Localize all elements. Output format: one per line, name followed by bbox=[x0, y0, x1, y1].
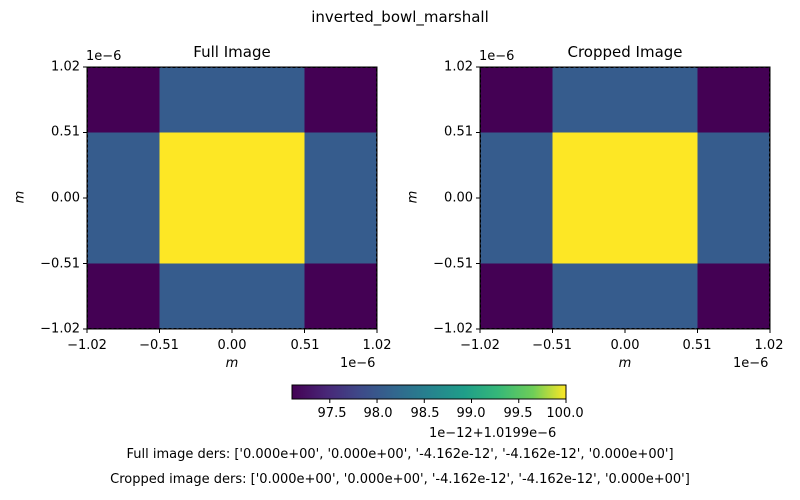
full-image-xtick: 1.02 bbox=[362, 338, 392, 353]
cropped-image-xtick: 0.00 bbox=[610, 338, 640, 353]
full-image-xtick: −1.02 bbox=[67, 338, 107, 353]
heatmap-cell bbox=[304, 263, 377, 329]
colorbar-offset: 1e−12+1.0199e−6 bbox=[429, 426, 557, 441]
cropped-image-title: Cropped Image bbox=[567, 43, 683, 61]
heatmap-cell bbox=[304, 67, 377, 133]
heatmap-cell bbox=[159, 263, 305, 329]
full-image-ytick: 1.02 bbox=[51, 59, 80, 75]
heatmap-cell bbox=[480, 67, 553, 133]
cropped-image-ytick: −1.02 bbox=[433, 321, 473, 337]
colorbar-tick: 100.0 bbox=[546, 406, 584, 421]
heatmap-cell bbox=[697, 132, 770, 264]
full-image-ytick: 0.51 bbox=[51, 124, 80, 140]
colorbar-tick: 98.0 bbox=[363, 406, 393, 421]
colorbar-gradient bbox=[291, 384, 567, 400]
heatmap-cell bbox=[552, 263, 698, 329]
colorbar-tick: 97.5 bbox=[317, 406, 347, 421]
full-image-title: Full Image bbox=[193, 43, 271, 61]
full-image-y-offset: 1e−6 bbox=[86, 49, 122, 64]
cropped-image-heatmap bbox=[476, 66, 771, 333]
colorbar-tick: 98.5 bbox=[410, 406, 440, 421]
colorbar-tick: 99.5 bbox=[503, 406, 533, 421]
heatmap-cell bbox=[159, 67, 305, 133]
cropped-image-ytick: 0.51 bbox=[444, 124, 473, 140]
heatmap-cell bbox=[159, 132, 305, 264]
heatmap-cell bbox=[87, 67, 160, 133]
cropped-image-xtick: 1.02 bbox=[754, 338, 784, 353]
cropped-image-ytick: 0.00 bbox=[444, 190, 473, 206]
full-image-ytick: 0.00 bbox=[51, 190, 80, 206]
cropped-image-y-offset: 1e−6 bbox=[479, 49, 515, 64]
full-image-xtick: −0.51 bbox=[139, 338, 179, 353]
cropped-image-xlabel: m bbox=[618, 356, 632, 371]
full-image-heatmap bbox=[83, 66, 378, 333]
heatmap-cell bbox=[552, 132, 698, 264]
heatmap-cell bbox=[697, 263, 770, 329]
cropped-image-xtick: −0.51 bbox=[532, 338, 572, 353]
cropped-image-ytick: 1.02 bbox=[444, 59, 473, 75]
cropped-image-xtick: 0.51 bbox=[682, 338, 712, 353]
heatmap-cell bbox=[697, 67, 770, 133]
full-image-ders: Full image ders: ['0.000e+00', '0.000e+0… bbox=[126, 447, 674, 462]
full-image-ytick: −0.51 bbox=[40, 256, 80, 272]
heatmap-cell bbox=[87, 132, 160, 264]
figure-title: inverted_bowl_marshall bbox=[311, 8, 489, 26]
heatmap-cell bbox=[552, 67, 698, 133]
heatmap-cell bbox=[480, 263, 553, 329]
cropped-image-x-offset: 1e−6 bbox=[733, 356, 769, 371]
colorbar bbox=[291, 384, 567, 403]
full-image-xtick: 0.51 bbox=[290, 338, 320, 353]
full-image-xtick: 0.00 bbox=[217, 338, 247, 353]
cropped-image-xtick: −1.02 bbox=[460, 338, 500, 353]
cropped-image-ders: Cropped image ders: ['0.000e+00', '0.000… bbox=[110, 472, 690, 487]
heatmap-cell bbox=[480, 132, 553, 264]
heatmap-cell bbox=[87, 263, 160, 329]
full-image-x-offset: 1e−6 bbox=[340, 356, 376, 371]
colorbar-tick: 99.0 bbox=[456, 406, 486, 421]
cropped-image-ytick: −0.51 bbox=[433, 256, 473, 272]
full-image-ytick: −1.02 bbox=[40, 321, 80, 337]
full-image-xlabel: m bbox=[225, 356, 239, 371]
heatmap-cell bbox=[304, 132, 377, 264]
